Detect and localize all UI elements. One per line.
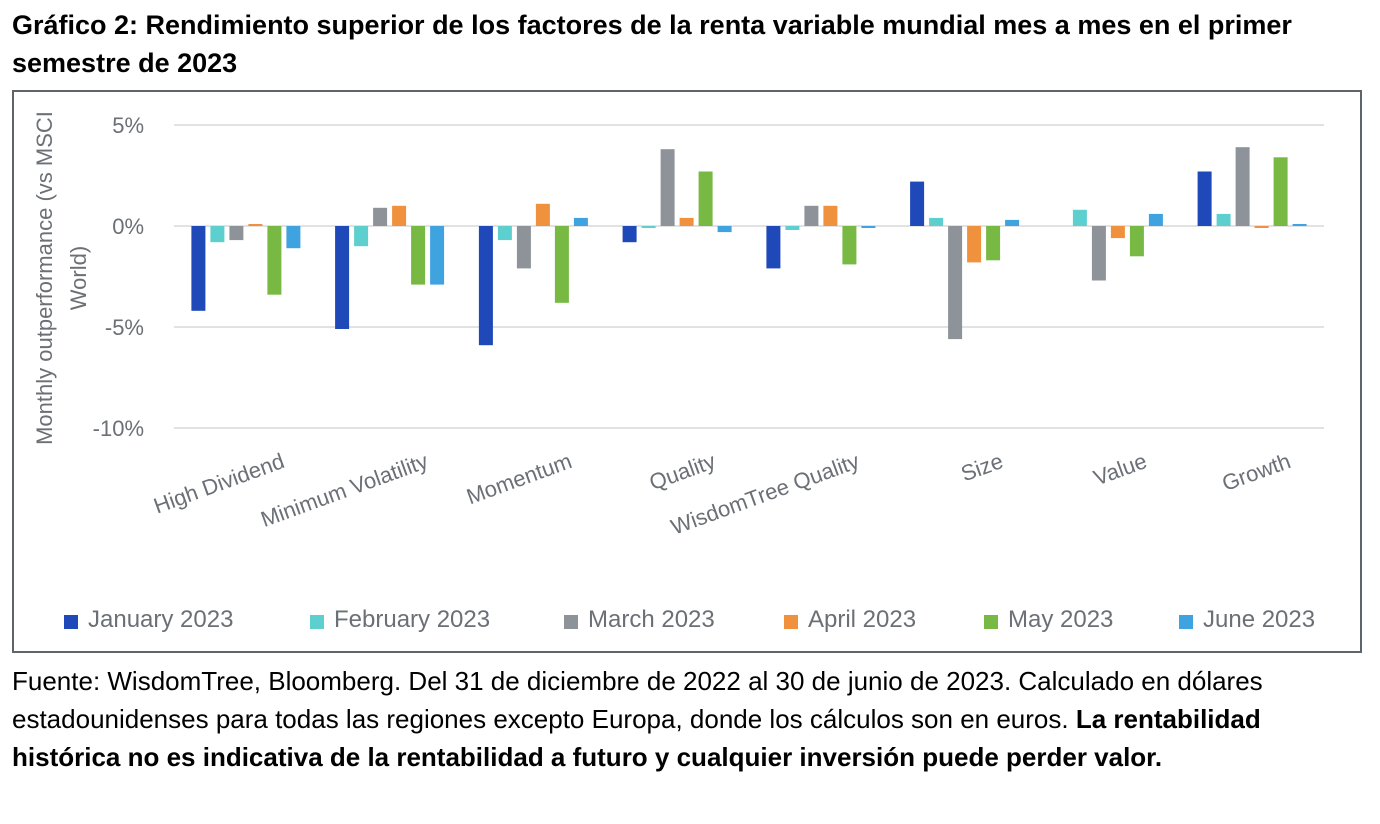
bar	[842, 226, 857, 265]
bar	[373, 207, 388, 226]
bar	[573, 217, 588, 226]
bar	[229, 226, 244, 241]
source-caption: Fuente: WisdomTree, Bloomberg. Del 31 de…	[12, 662, 1362, 776]
bar	[910, 181, 925, 226]
bar	[335, 226, 350, 329]
bar	[1129, 226, 1144, 257]
bar	[191, 226, 206, 311]
legend-swatch	[984, 615, 998, 629]
bar-chart: 5% 0% -5% -10% Monthly outperformance (vs M…	[32, 111, 1324, 633]
bars	[191, 147, 1307, 346]
x-category-label: Value	[1090, 448, 1150, 490]
bar	[478, 226, 493, 346]
bar	[1273, 157, 1288, 226]
bar	[948, 226, 963, 340]
bar	[354, 226, 369, 247]
legend: January 2023 February 2023 March 2023 April…	[64, 606, 1315, 633]
bar	[698, 171, 713, 226]
caption-disclaimer: La rentabilidad histórica no es indicati…	[12, 704, 1261, 772]
bar	[1216, 213, 1231, 226]
bar	[411, 226, 426, 285]
bar	[1254, 226, 1269, 228]
bar	[1110, 226, 1125, 239]
bar	[210, 226, 225, 243]
y-tick-label: 0%	[112, 214, 144, 239]
x-category-label: Momentum	[463, 448, 575, 509]
x-category-label: Size	[958, 448, 1007, 486]
bar	[1005, 219, 1020, 226]
bar	[1091, 226, 1106, 281]
bar	[660, 149, 675, 226]
legend-swatch	[310, 615, 324, 629]
bar	[641, 226, 656, 228]
bar	[622, 226, 637, 243]
y-axis-ticks: 5% 0% -5% -10%	[93, 113, 144, 441]
legend-label: May 2023	[1008, 606, 1113, 633]
bar	[248, 224, 263, 226]
bar	[986, 226, 1001, 261]
bar	[1197, 171, 1212, 226]
bar	[392, 205, 407, 226]
bar	[804, 205, 819, 226]
legend-label: January 2023	[88, 606, 233, 633]
legend-label: June 2023	[1203, 606, 1315, 633]
bar	[679, 217, 694, 226]
legend-label: March 2023	[588, 606, 715, 633]
bar	[1235, 147, 1250, 226]
bar	[861, 226, 876, 228]
x-category-label: Quality	[646, 448, 719, 495]
legend-label: February 2023	[334, 606, 490, 633]
bar	[823, 205, 838, 226]
x-category-label: Growth	[1219, 448, 1294, 496]
y-tick-label: -10%	[93, 416, 144, 441]
caption-text: Fuente: WisdomTree, Bloomberg. Del 31 de…	[12, 666, 1263, 734]
bar	[967, 226, 982, 263]
bar	[929, 217, 944, 226]
bar	[535, 203, 550, 226]
y-tick-label: 5%	[112, 113, 144, 138]
chart-title: Gráfico 2: Rendimiento superior de los f…	[12, 10, 1292, 78]
bar	[766, 226, 781, 269]
bar	[1148, 213, 1163, 226]
y-axis-label: Monthly outperformance (vs MSCI World)	[32, 111, 91, 445]
bar	[267, 226, 282, 295]
legend-swatch	[564, 615, 578, 629]
bar	[430, 226, 445, 285]
bar	[1072, 209, 1087, 226]
bar	[554, 226, 569, 303]
bar	[497, 226, 512, 241]
legend-swatch	[64, 615, 78, 629]
bar	[1292, 224, 1307, 226]
legend-swatch	[784, 615, 798, 629]
bar	[516, 226, 531, 269]
y-tick-label: -5%	[105, 315, 144, 340]
bar	[785, 226, 800, 230]
bar	[717, 226, 732, 233]
legend-swatch	[1179, 615, 1193, 629]
chart-frame: 5% 0% -5% -10% Monthly outperformance (vs M…	[12, 90, 1362, 653]
legend-label: April 2023	[808, 606, 916, 633]
bar	[286, 226, 301, 249]
